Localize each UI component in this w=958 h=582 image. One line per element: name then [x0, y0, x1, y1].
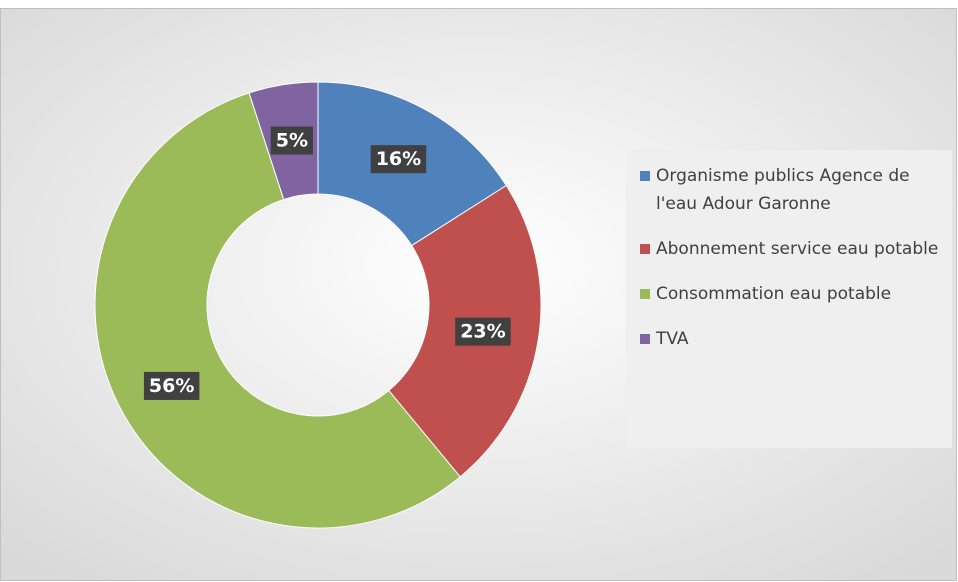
data-label: 56% [143, 371, 200, 400]
data-label: 16% [370, 145, 427, 174]
legend-label: Abonnement service eau potable [656, 239, 939, 259]
legend-swatch [640, 171, 650, 181]
data-label-box [370, 145, 427, 174]
legend-item: Consommation eau potable [640, 280, 944, 308]
data-label: 23% [455, 317, 511, 346]
data-label-text: 56% [149, 375, 194, 397]
legend: Organisme publics Agence de l'eau Adour … [626, 150, 952, 448]
legend-item: Organisme publics Agence de l'eau Adour … [640, 162, 944, 218]
legend-item: TVA [640, 325, 944, 353]
legend-label: Organisme publics Agence de l'eau Adour … [656, 166, 910, 214]
data-label-text: 16% [376, 148, 421, 170]
legend-item: Abonnement service eau potable [640, 235, 944, 263]
legend-swatch [640, 289, 650, 299]
data-label-text: 23% [460, 321, 505, 343]
data-label: 5% [270, 126, 314, 155]
legend-swatch [640, 244, 650, 254]
legend-label: Consommation eau potable [656, 284, 892, 304]
data-label-box [143, 371, 200, 400]
legend-label: TVA [656, 329, 689, 349]
data-label-text: 5% [276, 130, 308, 152]
data-label-box [270, 126, 314, 155]
donut-slice [94, 92, 461, 529]
data-label-box [455, 317, 511, 346]
legend-swatch [640, 334, 650, 344]
